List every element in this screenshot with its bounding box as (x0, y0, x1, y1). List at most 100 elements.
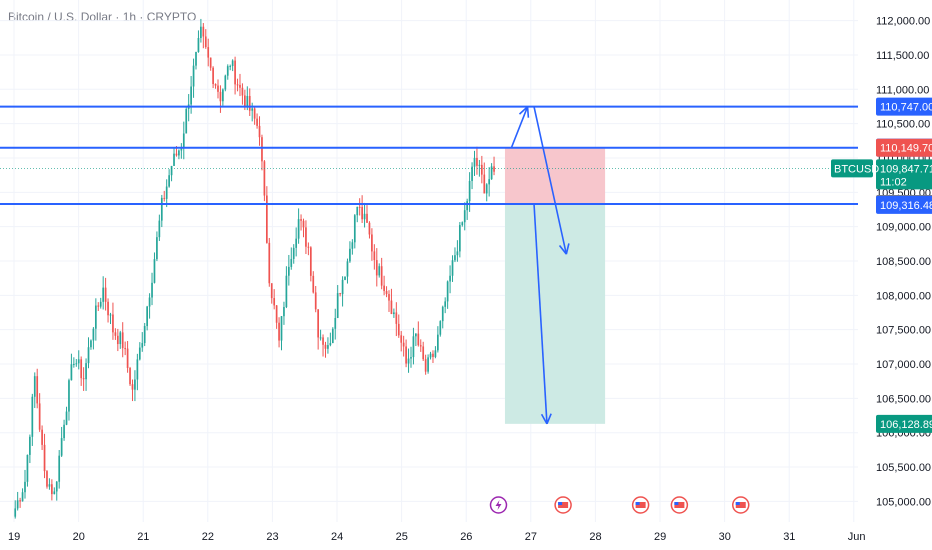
y-axis-tick-label: 108,500.00 (876, 256, 931, 268)
y-axis-tick-label: 109,000.00 (876, 222, 931, 234)
x-axis-tick-label: 30 (719, 531, 731, 543)
candle-body (80, 359, 83, 379)
candle-body (371, 234, 373, 252)
x-axis-tick-label: 31 (783, 531, 795, 543)
candle-body (226, 66, 229, 76)
candle-body (366, 213, 368, 223)
candle-body (278, 322, 280, 341)
x-axis-tick-label: 23 (266, 531, 278, 543)
y-axis-tick-label: 107,500.00 (876, 325, 931, 337)
us-flag-icon-stripe (674, 502, 685, 508)
candle-body (55, 481, 58, 492)
candle-body (33, 376, 36, 397)
candle-body (295, 238, 298, 248)
lightning-icon-bolt (495, 500, 502, 510)
candle-body (312, 275, 315, 293)
candle-body (53, 491, 56, 495)
candle-body (275, 305, 278, 323)
y-axis-tick-label: 110,500.00 (876, 119, 930, 131)
candle-body (446, 281, 449, 302)
us-flag-icon-canton (735, 502, 740, 505)
candle-body (417, 333, 420, 346)
y-axis-tick-label: 105,000.00 (876, 496, 931, 508)
candle-body (190, 86, 192, 105)
candle-body (31, 396, 34, 437)
candle-body (305, 227, 307, 247)
candle-body (458, 225, 461, 252)
candle-body (38, 403, 41, 430)
price-tag-label: 110,149.70 (880, 143, 932, 155)
arrow-head (558, 244, 567, 255)
candle-body (427, 357, 429, 372)
candle-body (97, 305, 100, 307)
x-axis-tick-label: 20 (73, 531, 85, 543)
candle-body (273, 298, 276, 306)
candle-body (361, 206, 363, 220)
candle-body (493, 166, 495, 172)
candle-body (422, 346, 425, 360)
candle-body (429, 353, 432, 358)
arrow-head (518, 106, 529, 115)
candle-body (119, 332, 122, 345)
candle-body (26, 454, 29, 482)
candle-body (268, 242, 271, 284)
price-tag (876, 97, 932, 116)
price-tag (876, 159, 932, 190)
candle-body (400, 335, 403, 343)
candle-body (380, 266, 383, 286)
candle-body (307, 246, 310, 248)
candle-body (336, 293, 339, 318)
candle-body (356, 206, 359, 216)
candle-body (270, 283, 273, 299)
candle-body (353, 215, 356, 243)
candle-body (319, 337, 322, 339)
arrow-head (546, 413, 552, 425)
candle-body (263, 161, 266, 196)
candle-body (209, 57, 212, 68)
x-axis-tick-label: 26 (460, 531, 472, 543)
candle-body (70, 364, 73, 381)
candle-body (197, 37, 200, 52)
candle-body (129, 367, 131, 385)
candle-body (402, 342, 405, 347)
candle-body (341, 279, 344, 295)
candle-body (244, 95, 246, 107)
candle-body (175, 153, 178, 156)
price-tag-label: 106,128.89 (880, 419, 932, 431)
candle-body (248, 95, 251, 111)
candle-body (258, 125, 261, 138)
us-flag-icon-stripe (635, 502, 646, 508)
candle-body (202, 26, 205, 37)
candle-body (19, 500, 21, 502)
candle-body (104, 287, 107, 302)
us-flag-icon-canton (558, 502, 563, 505)
candle-body (207, 47, 210, 58)
candle-body (94, 305, 97, 329)
candle-body (170, 165, 173, 176)
y-axis-tick-label: 112,000.00 (876, 16, 930, 28)
arrow-head (540, 413, 548, 425)
candle-body (180, 148, 183, 151)
candle-body (65, 411, 68, 425)
price-tag (876, 195, 932, 214)
candle-body (112, 314, 114, 333)
candle-body (234, 60, 236, 85)
candle-body (241, 87, 244, 96)
candle-body (256, 118, 258, 126)
candle-body (29, 436, 31, 455)
candle-body (363, 213, 366, 220)
candle-body (349, 248, 351, 262)
candle-body (463, 210, 466, 223)
candle-body (419, 345, 422, 347)
candle-body (173, 153, 175, 166)
candle-body (68, 380, 70, 412)
candle-body (239, 84, 241, 88)
candle-body (121, 332, 124, 349)
candle-body (163, 197, 166, 199)
candle-body (261, 137, 263, 162)
candle-body (410, 357, 412, 359)
candle-body (82, 378, 85, 380)
forecast-arrow (533, 203, 548, 424)
candle-body (204, 36, 207, 48)
